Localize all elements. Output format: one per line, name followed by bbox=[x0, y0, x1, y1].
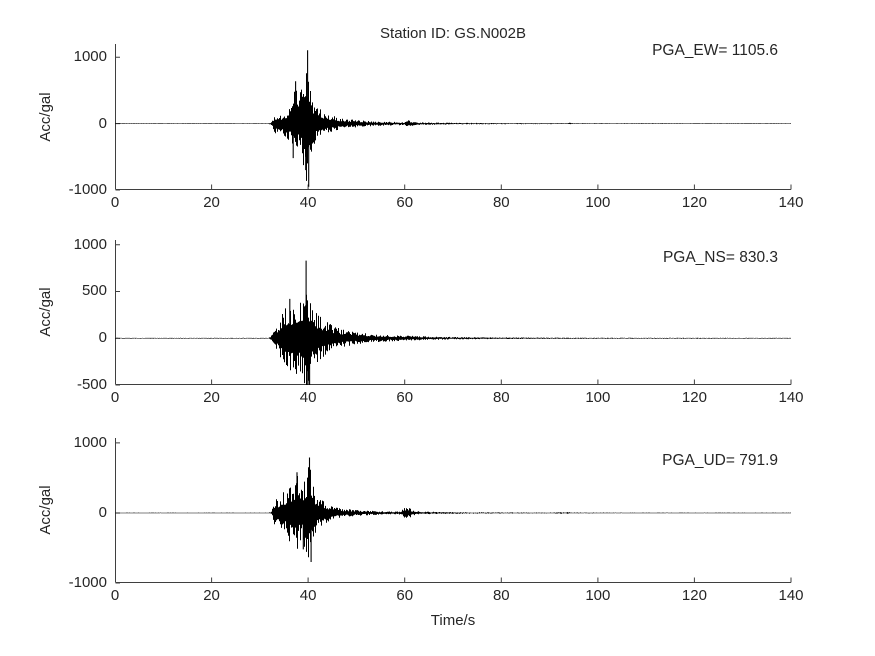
waveform-trace-ud bbox=[115, 467, 791, 558]
y-tick-label: 0 bbox=[98, 114, 107, 132]
pga-label-ud: PGA_UD= 791.9 bbox=[662, 452, 778, 469]
x-tick-label: 140 bbox=[778, 194, 804, 211]
x-tick-label: 0 bbox=[110, 389, 120, 406]
x-tick-label: 60 bbox=[396, 194, 414, 211]
subplot-ud bbox=[115, 438, 792, 584]
axis-spines-and-ticks bbox=[115, 240, 792, 386]
x-tick-label: 0 bbox=[110, 587, 120, 604]
subplot-ew bbox=[115, 44, 792, 191]
waveform-trace-ew bbox=[115, 73, 791, 181]
x-tick-label: 100 bbox=[585, 587, 611, 604]
pga-spikes-ud bbox=[296, 457, 312, 562]
x-tick-label: 40 bbox=[299, 194, 317, 211]
figure-title: Station ID: GS.N002B bbox=[380, 25, 526, 42]
axis-spines-and-ticks bbox=[115, 44, 792, 191]
x-tick-label: 120 bbox=[681, 389, 707, 406]
waveform-ns-plot bbox=[115, 240, 792, 386]
x-tick-label: 120 bbox=[681, 587, 707, 604]
subplot-ns bbox=[115, 240, 792, 386]
x-tick-label: 60 bbox=[396, 389, 414, 406]
y-tick-label: 1000 bbox=[73, 48, 107, 66]
x-tick-label: 20 bbox=[203, 587, 220, 604]
x-tick-label: 80 bbox=[492, 194, 510, 211]
x-tick-label: 40 bbox=[299, 389, 317, 406]
y-tick-label: 500 bbox=[81, 282, 107, 300]
waveform-ud-plot bbox=[115, 438, 792, 584]
waveform-ew-plot bbox=[115, 44, 792, 191]
x-tick-label: 20 bbox=[203, 194, 220, 211]
x-tick-label: 80 bbox=[492, 389, 510, 406]
x-tick-label: 60 bbox=[396, 587, 414, 604]
y-tick-label: -500 bbox=[76, 376, 107, 393]
y-axis-label-ns: Acc/gal bbox=[37, 287, 54, 337]
y-tick-label: 1000 bbox=[73, 433, 107, 451]
y-tick-label: 0 bbox=[98, 329, 107, 347]
x-tick-label: 140 bbox=[778, 389, 804, 406]
waveform-trace-ns bbox=[115, 294, 791, 385]
axis-spines-and-ticks bbox=[115, 438, 792, 584]
x-tick-label: 100 bbox=[585, 194, 611, 211]
pga-spikes-ew bbox=[292, 50, 310, 187]
x-tick-label: 0 bbox=[110, 194, 120, 211]
pga-spikes-ns bbox=[289, 260, 311, 385]
y-tick-label: 0 bbox=[98, 503, 107, 521]
y-tick-label: -1000 bbox=[68, 574, 107, 591]
x-tick-label: 140 bbox=[778, 587, 804, 604]
x-axis-label: Time/s bbox=[430, 612, 476, 629]
x-tick-label: 80 bbox=[492, 587, 510, 604]
y-tick-label: 1000 bbox=[73, 235, 107, 253]
x-tick-label: 20 bbox=[203, 389, 220, 406]
x-tick-label: 40 bbox=[299, 587, 317, 604]
x-tick-label: 120 bbox=[681, 194, 707, 211]
x-tick-label: 100 bbox=[585, 389, 611, 406]
y-tick-label: -1000 bbox=[68, 181, 107, 198]
pga-label-ns: PGA_NS= 830.3 bbox=[662, 249, 778, 266]
pga-label-ew: PGA_EW= 1105.6 bbox=[652, 42, 778, 59]
